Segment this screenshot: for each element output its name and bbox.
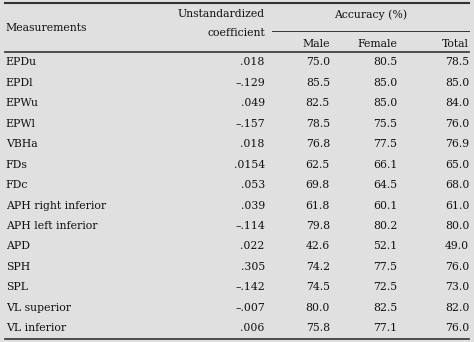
Text: 75.0: 75.0 — [306, 57, 330, 67]
Text: –.007: –.007 — [235, 303, 265, 313]
Text: 76.0: 76.0 — [445, 119, 469, 129]
Text: .022: .022 — [240, 241, 265, 251]
Text: 61.8: 61.8 — [306, 200, 330, 211]
Text: .039: .039 — [241, 200, 265, 211]
Text: .0154: .0154 — [234, 160, 265, 170]
Text: 52.1: 52.1 — [373, 241, 397, 251]
Text: 85.0: 85.0 — [373, 78, 397, 88]
Text: 76.0: 76.0 — [445, 262, 469, 272]
Text: 76.0: 76.0 — [445, 323, 469, 333]
Text: FDc: FDc — [6, 180, 28, 190]
Text: 61.0: 61.0 — [445, 200, 469, 211]
Text: 85.0: 85.0 — [373, 98, 397, 108]
Text: 62.5: 62.5 — [306, 160, 330, 170]
Text: 82.5: 82.5 — [373, 303, 397, 313]
Text: .305: .305 — [241, 262, 265, 272]
Text: 66.1: 66.1 — [373, 160, 397, 170]
Text: VL superior: VL superior — [6, 303, 71, 313]
Text: APH left inferior: APH left inferior — [6, 221, 97, 231]
Text: –.142: –.142 — [235, 282, 265, 292]
Text: Female: Female — [357, 39, 397, 49]
Text: .049: .049 — [241, 98, 265, 108]
Text: 80.5: 80.5 — [373, 57, 397, 67]
Text: coefficient: coefficient — [207, 28, 265, 38]
Text: EPWu: EPWu — [6, 98, 39, 108]
Text: 78.5: 78.5 — [445, 57, 469, 67]
Text: 85.5: 85.5 — [306, 78, 330, 88]
Text: 68.0: 68.0 — [445, 180, 469, 190]
Text: –.114: –.114 — [235, 221, 265, 231]
Text: 79.8: 79.8 — [306, 221, 330, 231]
Text: 77.5: 77.5 — [373, 262, 397, 272]
Text: 73.0: 73.0 — [445, 282, 469, 292]
Text: 72.5: 72.5 — [373, 282, 397, 292]
Text: 74.5: 74.5 — [306, 282, 330, 292]
Text: Unstandardized: Unstandardized — [178, 10, 265, 19]
Text: EPWl: EPWl — [6, 119, 36, 129]
Text: Total: Total — [442, 39, 469, 49]
Text: VBHa: VBHa — [6, 139, 37, 149]
Text: 82.0: 82.0 — [445, 303, 469, 313]
Text: 42.6: 42.6 — [306, 241, 330, 251]
Text: Measurements: Measurements — [6, 23, 87, 33]
Text: VL inferior: VL inferior — [6, 323, 66, 333]
Text: SPL: SPL — [6, 282, 27, 292]
Text: 84.0: 84.0 — [445, 98, 469, 108]
Text: 69.8: 69.8 — [306, 180, 330, 190]
Text: APH right inferior: APH right inferior — [6, 200, 106, 211]
Text: .018: .018 — [240, 57, 265, 67]
Text: –.157: –.157 — [235, 119, 265, 129]
Text: APD: APD — [6, 241, 30, 251]
Text: 64.5: 64.5 — [373, 180, 397, 190]
Text: 82.5: 82.5 — [306, 98, 330, 108]
Text: 80.2: 80.2 — [373, 221, 397, 231]
Text: 60.1: 60.1 — [373, 200, 397, 211]
Text: .018: .018 — [240, 139, 265, 149]
Text: .053: .053 — [241, 180, 265, 190]
Text: 80.0: 80.0 — [445, 221, 469, 231]
Text: 65.0: 65.0 — [445, 160, 469, 170]
Text: FDs: FDs — [6, 160, 27, 170]
Text: Accuracy (%): Accuracy (%) — [334, 10, 407, 20]
Text: 77.1: 77.1 — [373, 323, 397, 333]
Text: SPH: SPH — [6, 262, 30, 272]
Text: 80.0: 80.0 — [306, 303, 330, 313]
Text: 75.8: 75.8 — [306, 323, 330, 333]
Text: 74.2: 74.2 — [306, 262, 330, 272]
Text: 49.0: 49.0 — [445, 241, 469, 251]
Text: 77.5: 77.5 — [373, 139, 397, 149]
Text: 76.9: 76.9 — [445, 139, 469, 149]
Text: EPDu: EPDu — [6, 57, 37, 67]
Text: 76.8: 76.8 — [306, 139, 330, 149]
Text: Male: Male — [302, 39, 330, 49]
Text: 75.5: 75.5 — [373, 119, 397, 129]
Text: –.129: –.129 — [235, 78, 265, 88]
Text: 78.5: 78.5 — [306, 119, 330, 129]
Text: .006: .006 — [240, 323, 265, 333]
Text: 85.0: 85.0 — [445, 78, 469, 88]
Text: EPDl: EPDl — [6, 78, 33, 88]
